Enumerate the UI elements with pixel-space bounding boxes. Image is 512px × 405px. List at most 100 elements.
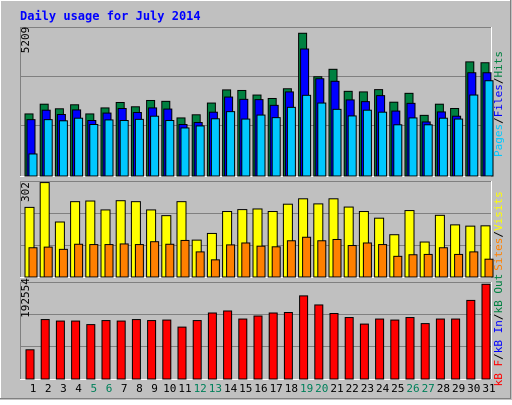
day-label: 24 [376,382,390,395]
visits-panel-max-label: 302 [19,182,32,202]
pages-bar [469,94,479,177]
sites-bar [241,242,251,278]
pages-bar [150,115,160,177]
day-label: 30 [467,382,480,395]
sites-bar [74,243,84,278]
kbytes-bar [299,295,309,380]
day-label: 7 [121,382,128,395]
sites-bar [226,244,236,278]
sites-bar [393,255,403,278]
sites-bar [89,244,99,278]
hits-panel-legend: Pages/Files/Hits [492,51,505,157]
pages-bar [241,118,251,177]
sites-bar [165,243,175,278]
day-label: 23 [361,382,374,395]
sites-bar [58,248,68,278]
day-label: 27 [422,382,435,395]
day-label: 4 [75,382,82,395]
sites-bar [362,242,372,278]
legend-entry: / [492,78,505,85]
pages-bar [332,108,342,177]
kbytes-bar [283,312,293,380]
day-label: 29 [452,382,465,395]
day-label: 13 [209,382,222,395]
sites-bar [150,241,160,278]
pages-bar [104,119,114,177]
kbytes-bar [147,320,157,380]
pages-bar [180,127,190,177]
hits-panel-max-label: 5209 [19,27,32,54]
day-label: 6 [106,382,113,395]
chart-title: Daily usage for July 2014 [20,9,201,23]
day-label: 9 [151,382,158,395]
sites-bar [378,244,388,278]
sites-bar [180,239,190,278]
kbytes-bar [238,318,248,380]
sites-bar [408,254,418,278]
pages-bar [484,80,494,177]
pages-bar [393,124,403,177]
sites-bar [134,244,144,278]
pages-bar [347,115,357,177]
kbytes-bar [451,318,461,380]
sites-bar [210,259,220,278]
pages-bar [362,109,372,177]
sites-bar [302,236,312,278]
pages-bar [423,124,433,177]
kbytes-panel [20,282,492,380]
kbytes-bar [390,319,400,380]
kbytes-bar [314,304,324,380]
sites-bar [104,244,114,278]
pages-bar [438,117,448,177]
sites-bar [28,247,38,278]
day-label: 25 [391,382,404,395]
sites-bar [43,246,53,278]
pages-bar [454,118,464,177]
day-label: 21 [330,382,343,395]
kbytes-bar [55,320,65,380]
day-label: 31 [482,382,495,395]
day-label: 5 [90,382,97,395]
kbytes-bar [192,320,202,380]
sites-bar [423,253,433,278]
legend-entry: Files [492,84,505,117]
legend-entry: kB Out [492,274,505,314]
legend-entry: Sites [492,238,505,271]
pages-bar [210,118,220,177]
pages-bar [58,120,68,177]
day-label: 3 [60,382,67,395]
pages-bar [286,106,296,177]
kbytes-panel-legend: kB F/kB In/kB Out [492,274,505,387]
day-label: 10 [163,382,176,395]
kbytes-bar [40,319,50,380]
legend-entry: / [492,313,505,320]
pages-bar [165,120,175,177]
pages-bar [408,117,418,177]
day-label: 14 [224,382,238,395]
legend-entry: / [492,231,505,238]
day-label: 26 [406,382,419,395]
day-label: 22 [346,382,359,395]
visits-panel-legend: Sites/Visits [492,191,505,271]
kbytes-bar [268,312,278,380]
sites-bar [119,243,129,278]
kbytes-bar [253,315,263,380]
kbytes-bar [405,317,415,380]
pages-bar [74,117,84,177]
pages-bar [119,120,129,177]
kbytes-bar [207,312,217,380]
pages-bar [302,94,312,177]
legend-entry: / [492,353,505,360]
sites-bar [317,240,327,278]
legend-entry: / [492,117,505,124]
pages-bar [317,102,327,177]
kbytes-bar [223,310,233,380]
sites-bar [438,247,448,278]
kbytes-bar [466,299,476,380]
day-label: 2 [45,382,52,395]
hits-files-pages-panel [20,27,494,177]
pages-bar [89,124,99,177]
day-label: 18 [285,382,298,395]
kbytes-panel-max-label: 192554 [19,278,32,318]
